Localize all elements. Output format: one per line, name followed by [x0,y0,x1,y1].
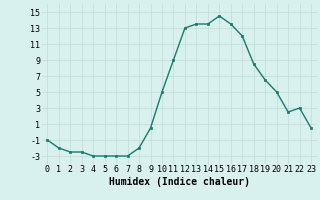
X-axis label: Humidex (Indice chaleur): Humidex (Indice chaleur) [109,177,250,187]
